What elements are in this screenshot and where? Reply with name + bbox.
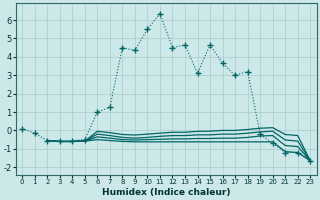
X-axis label: Humidex (Indice chaleur): Humidex (Indice chaleur) <box>102 188 230 197</box>
